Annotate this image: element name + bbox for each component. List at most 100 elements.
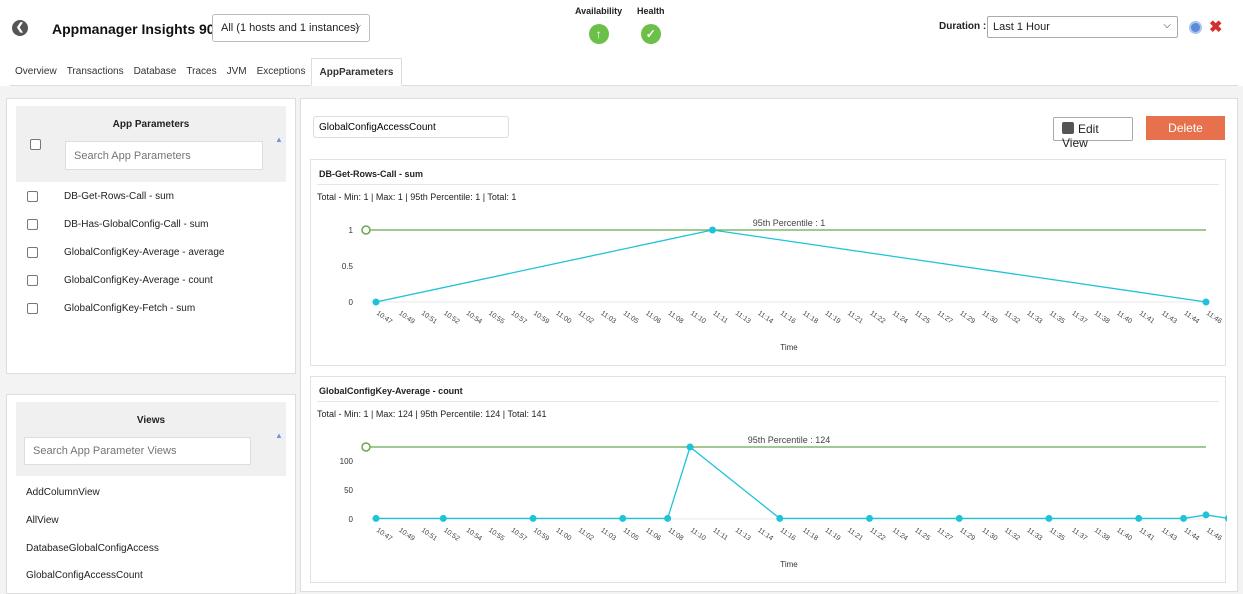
x-tick-label: 11:46 bbox=[1205, 310, 1223, 326]
chart-card-2: GlobalConfigKey-Average - count Total - … bbox=[310, 376, 1227, 583]
percentile-marker bbox=[361, 442, 371, 452]
arrow-up-icon[interactable]: ↑ bbox=[588, 24, 609, 44]
x-tick-label: 11:00 bbox=[554, 527, 572, 543]
pause-icon[interactable] bbox=[1189, 21, 1202, 34]
series-line bbox=[375, 229, 1207, 303]
app-parameters-search-input[interactable] bbox=[65, 141, 263, 170]
app-parameters-header: App Parameters ▲ bbox=[16, 106, 286, 182]
tab-transactions[interactable]: Transactions bbox=[66, 66, 124, 77]
item-label: GlobalConfigKey-Fetch - sum bbox=[64, 303, 196, 314]
data-point bbox=[372, 514, 380, 522]
chart-stats: Total - Min: 1 | Max: 124 | 95th Percent… bbox=[317, 409, 547, 419]
views-search-input[interactable] bbox=[24, 437, 251, 465]
x-tick-label: 10:54 bbox=[465, 527, 483, 543]
availability-status: Availability ↑ bbox=[575, 6, 622, 44]
data-point bbox=[686, 443, 694, 451]
data-point bbox=[1224, 515, 1227, 522]
x-tick-label: 11:43 bbox=[1160, 527, 1178, 543]
tab-exceptions[interactable]: Exceptions bbox=[256, 66, 306, 77]
x-tick-label: 11:29 bbox=[958, 310, 976, 326]
x-tick-label: 11:05 bbox=[622, 310, 640, 326]
x-tick-label: 11:16 bbox=[779, 310, 797, 326]
x-tick-label: 11:03 bbox=[599, 310, 617, 326]
app-parameters-title: App Parameters bbox=[112, 119, 190, 130]
tab-appparameters[interactable]: AppParameters bbox=[310, 58, 403, 86]
x-tick-label: 11:13 bbox=[734, 310, 752, 326]
item-label: GlobalConfigKey-Average - count bbox=[64, 275, 213, 286]
item-label: DB-Has-GlobalConfig-Call - sum bbox=[64, 219, 209, 230]
x-tick-label: 11:40 bbox=[1115, 310, 1133, 326]
item-checkbox[interactable] bbox=[27, 219, 38, 230]
y-tick-label: 0 bbox=[349, 515, 354, 524]
chevron-down-icon: ⌵ bbox=[1163, 20, 1171, 31]
sort-up-icon[interactable]: ▲ bbox=[275, 431, 283, 440]
data-point bbox=[955, 514, 963, 522]
host-filter-select[interactable]: All (1 hosts and 1 instances) ⌵ bbox=[212, 14, 370, 42]
x-tick-label: 11:29 bbox=[958, 527, 976, 543]
duration-select[interactable]: Last 1 Hour ⌵ bbox=[987, 16, 1178, 38]
x-tick-label: 10:47 bbox=[375, 527, 393, 543]
x-tick-label: 11:13 bbox=[734, 527, 752, 543]
x-tick-label: 11:27 bbox=[936, 310, 954, 326]
percentile-marker bbox=[361, 225, 371, 235]
availability-label: Availability bbox=[575, 6, 623, 16]
item-checkbox[interactable] bbox=[27, 275, 38, 286]
view-item[interactable]: AllView bbox=[26, 515, 59, 526]
view-name-input[interactable] bbox=[313, 116, 509, 138]
tab-jvm[interactable]: JVM bbox=[226, 66, 247, 77]
tab-database[interactable]: Database bbox=[133, 66, 177, 77]
item-checkbox[interactable] bbox=[27, 247, 38, 258]
chart-plot: 0 50 100 95th Percentile : 124 10:47 10:49 10:… bbox=[340, 435, 1227, 569]
x-tick-label: 10:59 bbox=[532, 310, 550, 326]
percentile-label: 95th Percentile : 124 bbox=[748, 435, 831, 445]
data-point bbox=[776, 514, 784, 522]
back-icon[interactable]: ❮ bbox=[12, 20, 28, 36]
tab-overview[interactable]: Overview bbox=[15, 66, 57, 77]
delete-button[interactable]: Delete bbox=[1146, 116, 1225, 140]
data-point bbox=[1045, 514, 1053, 522]
tab-traces[interactable]: Traces bbox=[186, 66, 217, 77]
top-bar: ❮ Appmanager Insights 9091 All (1 hosts … bbox=[0, 0, 1243, 52]
x-tick-label: 11:16 bbox=[779, 527, 797, 543]
view-item[interactable]: GlobalConfigAccessCount bbox=[26, 570, 143, 581]
x-tick-label: 11:33 bbox=[1025, 527, 1043, 543]
app-parameters-panel: App Parameters ▲ DB-Get-Rows-Call - sum … bbox=[6, 98, 296, 374]
x-tick-label: 11:18 bbox=[801, 527, 819, 543]
item-checkbox[interactable] bbox=[27, 191, 38, 202]
view-content: Edit View Delete DB-Get-Rows-Call - sum … bbox=[300, 98, 1238, 592]
x-tick-label: 11:06 bbox=[644, 527, 662, 543]
x-tick-label: 10:55 bbox=[487, 310, 505, 326]
view-item[interactable]: AddColumnView bbox=[26, 487, 100, 498]
item-label: GlobalConfigKey-Average - average bbox=[64, 247, 225, 258]
x-axis-label: Time bbox=[780, 560, 798, 569]
close-icon[interactable]: ✖ bbox=[1209, 19, 1223, 36]
edit-view-button[interactable]: Edit View bbox=[1053, 117, 1133, 150]
data-point bbox=[1180, 514, 1188, 522]
view-item[interactable]: DatabaseGlobalConfigAccess bbox=[26, 543, 159, 554]
x-tick-label: 11:19 bbox=[824, 527, 842, 543]
x-tick-label: 11:32 bbox=[1003, 527, 1021, 543]
x-tick-label: 11:21 bbox=[846, 527, 864, 543]
data-point bbox=[1202, 511, 1210, 519]
x-axis-label: Time bbox=[780, 343, 798, 352]
health-status: Health ✓ bbox=[637, 6, 665, 44]
tab-bar: Overview Transactions Database Traces JV… bbox=[10, 58, 1238, 86]
check-icon[interactable]: ✓ bbox=[640, 24, 661, 44]
data-point bbox=[372, 298, 380, 306]
x-tick-label: 11:44 bbox=[1182, 527, 1200, 543]
x-tick-label: 10:52 bbox=[442, 527, 460, 543]
x-tick-label: 11:03 bbox=[599, 527, 617, 543]
sort-up-icon[interactable]: ▲ bbox=[275, 135, 283, 144]
x-tick-label: 11:40 bbox=[1115, 527, 1133, 543]
x-tick-label: 11:25 bbox=[913, 310, 931, 326]
x-tick-label: 10:52 bbox=[442, 310, 460, 326]
host-filter-value: All (1 hosts and 1 instances) bbox=[221, 22, 360, 34]
x-tick-label: 11:11 bbox=[711, 527, 729, 542]
item-checkbox[interactable] bbox=[27, 303, 38, 314]
select-all-checkbox[interactable] bbox=[30, 139, 41, 150]
divider bbox=[317, 184, 1219, 185]
x-tick-label: 11:37 bbox=[1070, 527, 1088, 543]
x-tick-label: 10:59 bbox=[532, 527, 550, 543]
x-tick-label: 11:32 bbox=[1003, 310, 1021, 326]
